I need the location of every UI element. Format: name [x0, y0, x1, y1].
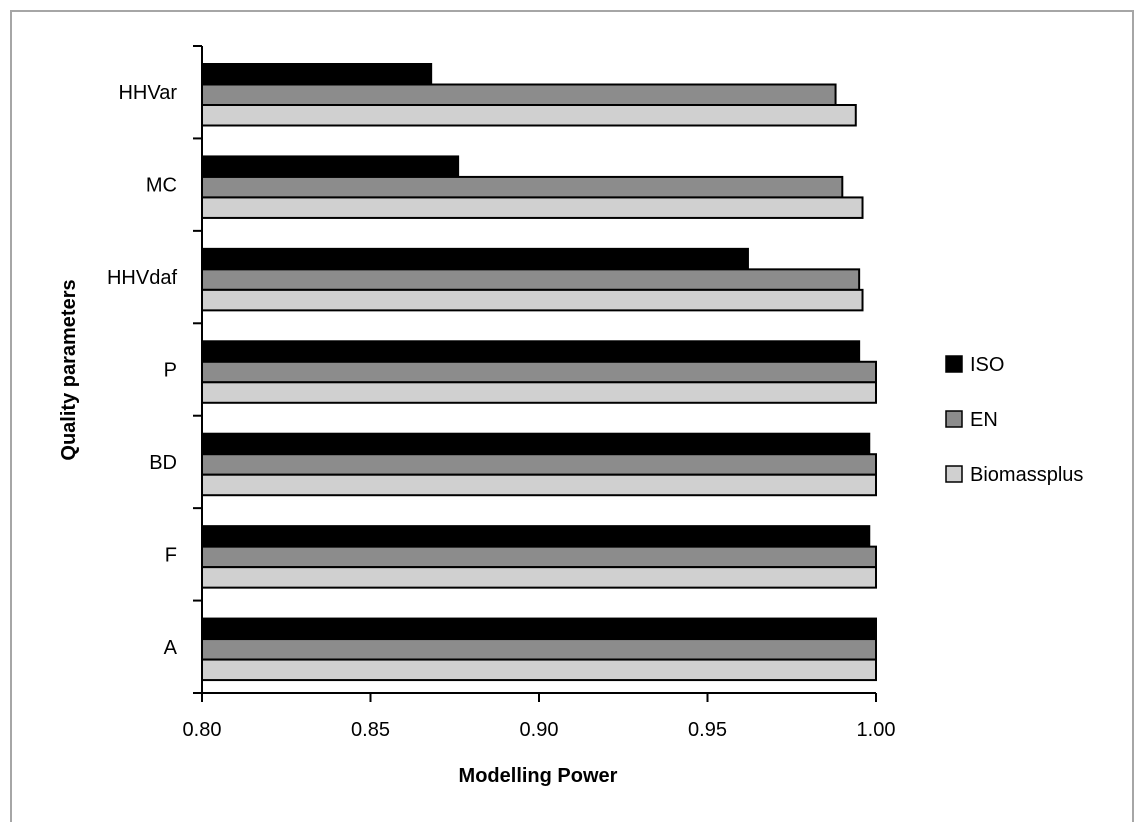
category-label-bd: BD: [149, 452, 177, 474]
chart-frame: [10, 10, 1134, 822]
bar-en-f: [201, 545, 877, 569]
bar-en-mc: [201, 175, 844, 199]
bar-biomassplus-hhvar: [201, 104, 857, 127]
bar-biomassplus-a: [201, 658, 877, 682]
bar-biomassplus-mc: [201, 196, 864, 219]
category-label-a: A: [164, 637, 178, 659]
legend: ISO EN Biomassplus: [945, 354, 1083, 486]
bar-biomassplus-hhvdaf: [201, 288, 864, 312]
legend-label-biomassplus: Biomassplus: [970, 464, 1083, 486]
legend-label-en: EN: [970, 409, 998, 431]
x-axis-title: Modelling Power: [459, 765, 618, 787]
bar-iso-bd: [201, 432, 871, 456]
category-label-hhvar: HHVar: [118, 82, 177, 104]
y-axis-title: Quality parameters: [58, 279, 80, 460]
legend-swatch-en: [945, 410, 963, 428]
bar-iso-hhvdaf: [201, 247, 749, 271]
legend-label-iso: ISO: [970, 354, 1004, 376]
category-label-hhvdaf: HHVdaf: [107, 267, 177, 289]
bar-iso-p: [201, 340, 861, 363]
bar-iso-a: [201, 617, 877, 641]
x-tick-label: 0.90: [520, 719, 559, 741]
x-tick-label: 0.95: [688, 719, 727, 741]
category-label-f: F: [165, 544, 177, 566]
bar-en-hhvdaf: [201, 268, 861, 291]
category-label-p: P: [164, 360, 177, 382]
x-tick-label: 0.80: [183, 719, 222, 741]
category-label-mc: MC: [146, 175, 177, 197]
bar-en-p: [201, 360, 877, 384]
bar-iso-mc: [201, 155, 460, 178]
category-labels-group: HHVar MC HHVdaf P BD F A: [107, 82, 178, 659]
bar-iso-f: [201, 525, 871, 548]
bar-en-a: [201, 638, 877, 661]
bar-biomassplus-p: [201, 381, 877, 404]
x-ticks-group: [201, 693, 877, 702]
x-tick-label: 0.85: [351, 719, 390, 741]
y-ticks-group: [193, 45, 202, 694]
bar-biomassplus-f: [201, 566, 877, 589]
x-tick-labels-group: 0.80 0.85 0.90 0.95 1.00: [183, 719, 896, 741]
bar-iso-hhvar: [201, 63, 433, 86]
x-tick-label: 1.00: [857, 719, 896, 741]
bar-biomassplus-bd: [201, 473, 877, 497]
bar-en-hhvar: [201, 83, 837, 106]
bar-en-bd: [201, 453, 877, 476]
bars-group: [201, 63, 877, 682]
legend-swatch-iso: [945, 355, 963, 373]
legend-swatch-biomassplus: [945, 465, 963, 483]
